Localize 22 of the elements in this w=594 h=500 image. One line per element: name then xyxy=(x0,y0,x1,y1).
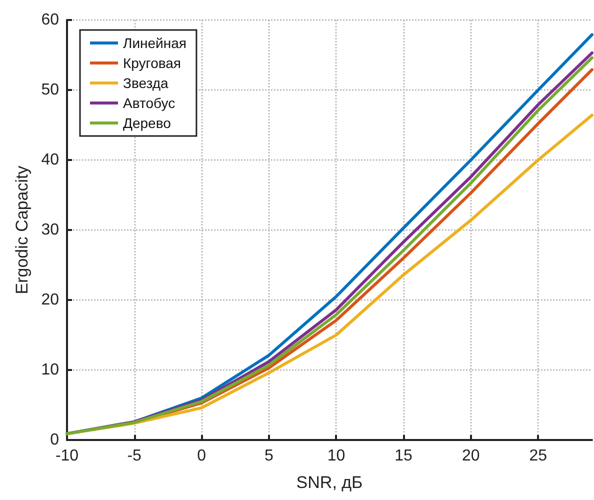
x-tick-label: 0 xyxy=(197,448,206,464)
y-tick-label: 20 xyxy=(41,292,60,308)
legend-label: Круговая xyxy=(123,55,182,71)
x-tick-label: -10 xyxy=(55,448,79,464)
x-tick-label: 5 xyxy=(264,448,274,464)
legend-label: Автобус xyxy=(123,95,176,111)
x-tick-label: 25 xyxy=(529,448,548,464)
y-tick-label: 40 xyxy=(41,152,60,168)
y-tick-label: 60 xyxy=(41,12,60,28)
legend-label: Линейная xyxy=(123,35,186,51)
x-tick-label: 20 xyxy=(462,448,480,464)
x-axis-title: SNR, дБ xyxy=(296,473,363,492)
legend-label: Дерево xyxy=(123,115,172,131)
legend-label: Звезда xyxy=(123,75,168,91)
y-tick-label: 50 xyxy=(41,82,60,98)
x-tick-label: 15 xyxy=(394,448,413,464)
x-tick-label: -5 xyxy=(127,448,142,464)
y-tick-label: 30 xyxy=(41,222,60,238)
y-tick-label: 0 xyxy=(50,432,60,448)
y-tick-label: 10 xyxy=(41,362,60,378)
x-tick-label: 10 xyxy=(327,448,346,464)
y-axis-title: Ergodic Capacity xyxy=(12,165,32,294)
